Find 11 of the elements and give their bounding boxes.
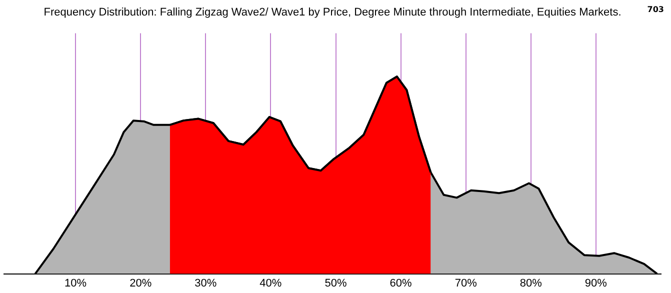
x-tick-label: 90% (584, 277, 608, 290)
x-tick-label: 60% (390, 277, 412, 290)
x-tick-label: 50% (324, 277, 347, 290)
x-tick-label: 40% (260, 277, 282, 290)
x-tick-label: 10% (64, 277, 87, 290)
chart-title: Frequency Distribution: Falling Zigzag Wave2/ Wave1 by Price, Degree Minute through Intermediate, Equities Markets. (44, 6, 622, 19)
x-tick-label: 30% (194, 277, 217, 290)
x-tick-label: 80% (520, 277, 542, 290)
x-tick-label: 70% (454, 277, 478, 290)
text: 703 (647, 5, 664, 14)
x-tick-label: 20% (130, 277, 152, 290)
